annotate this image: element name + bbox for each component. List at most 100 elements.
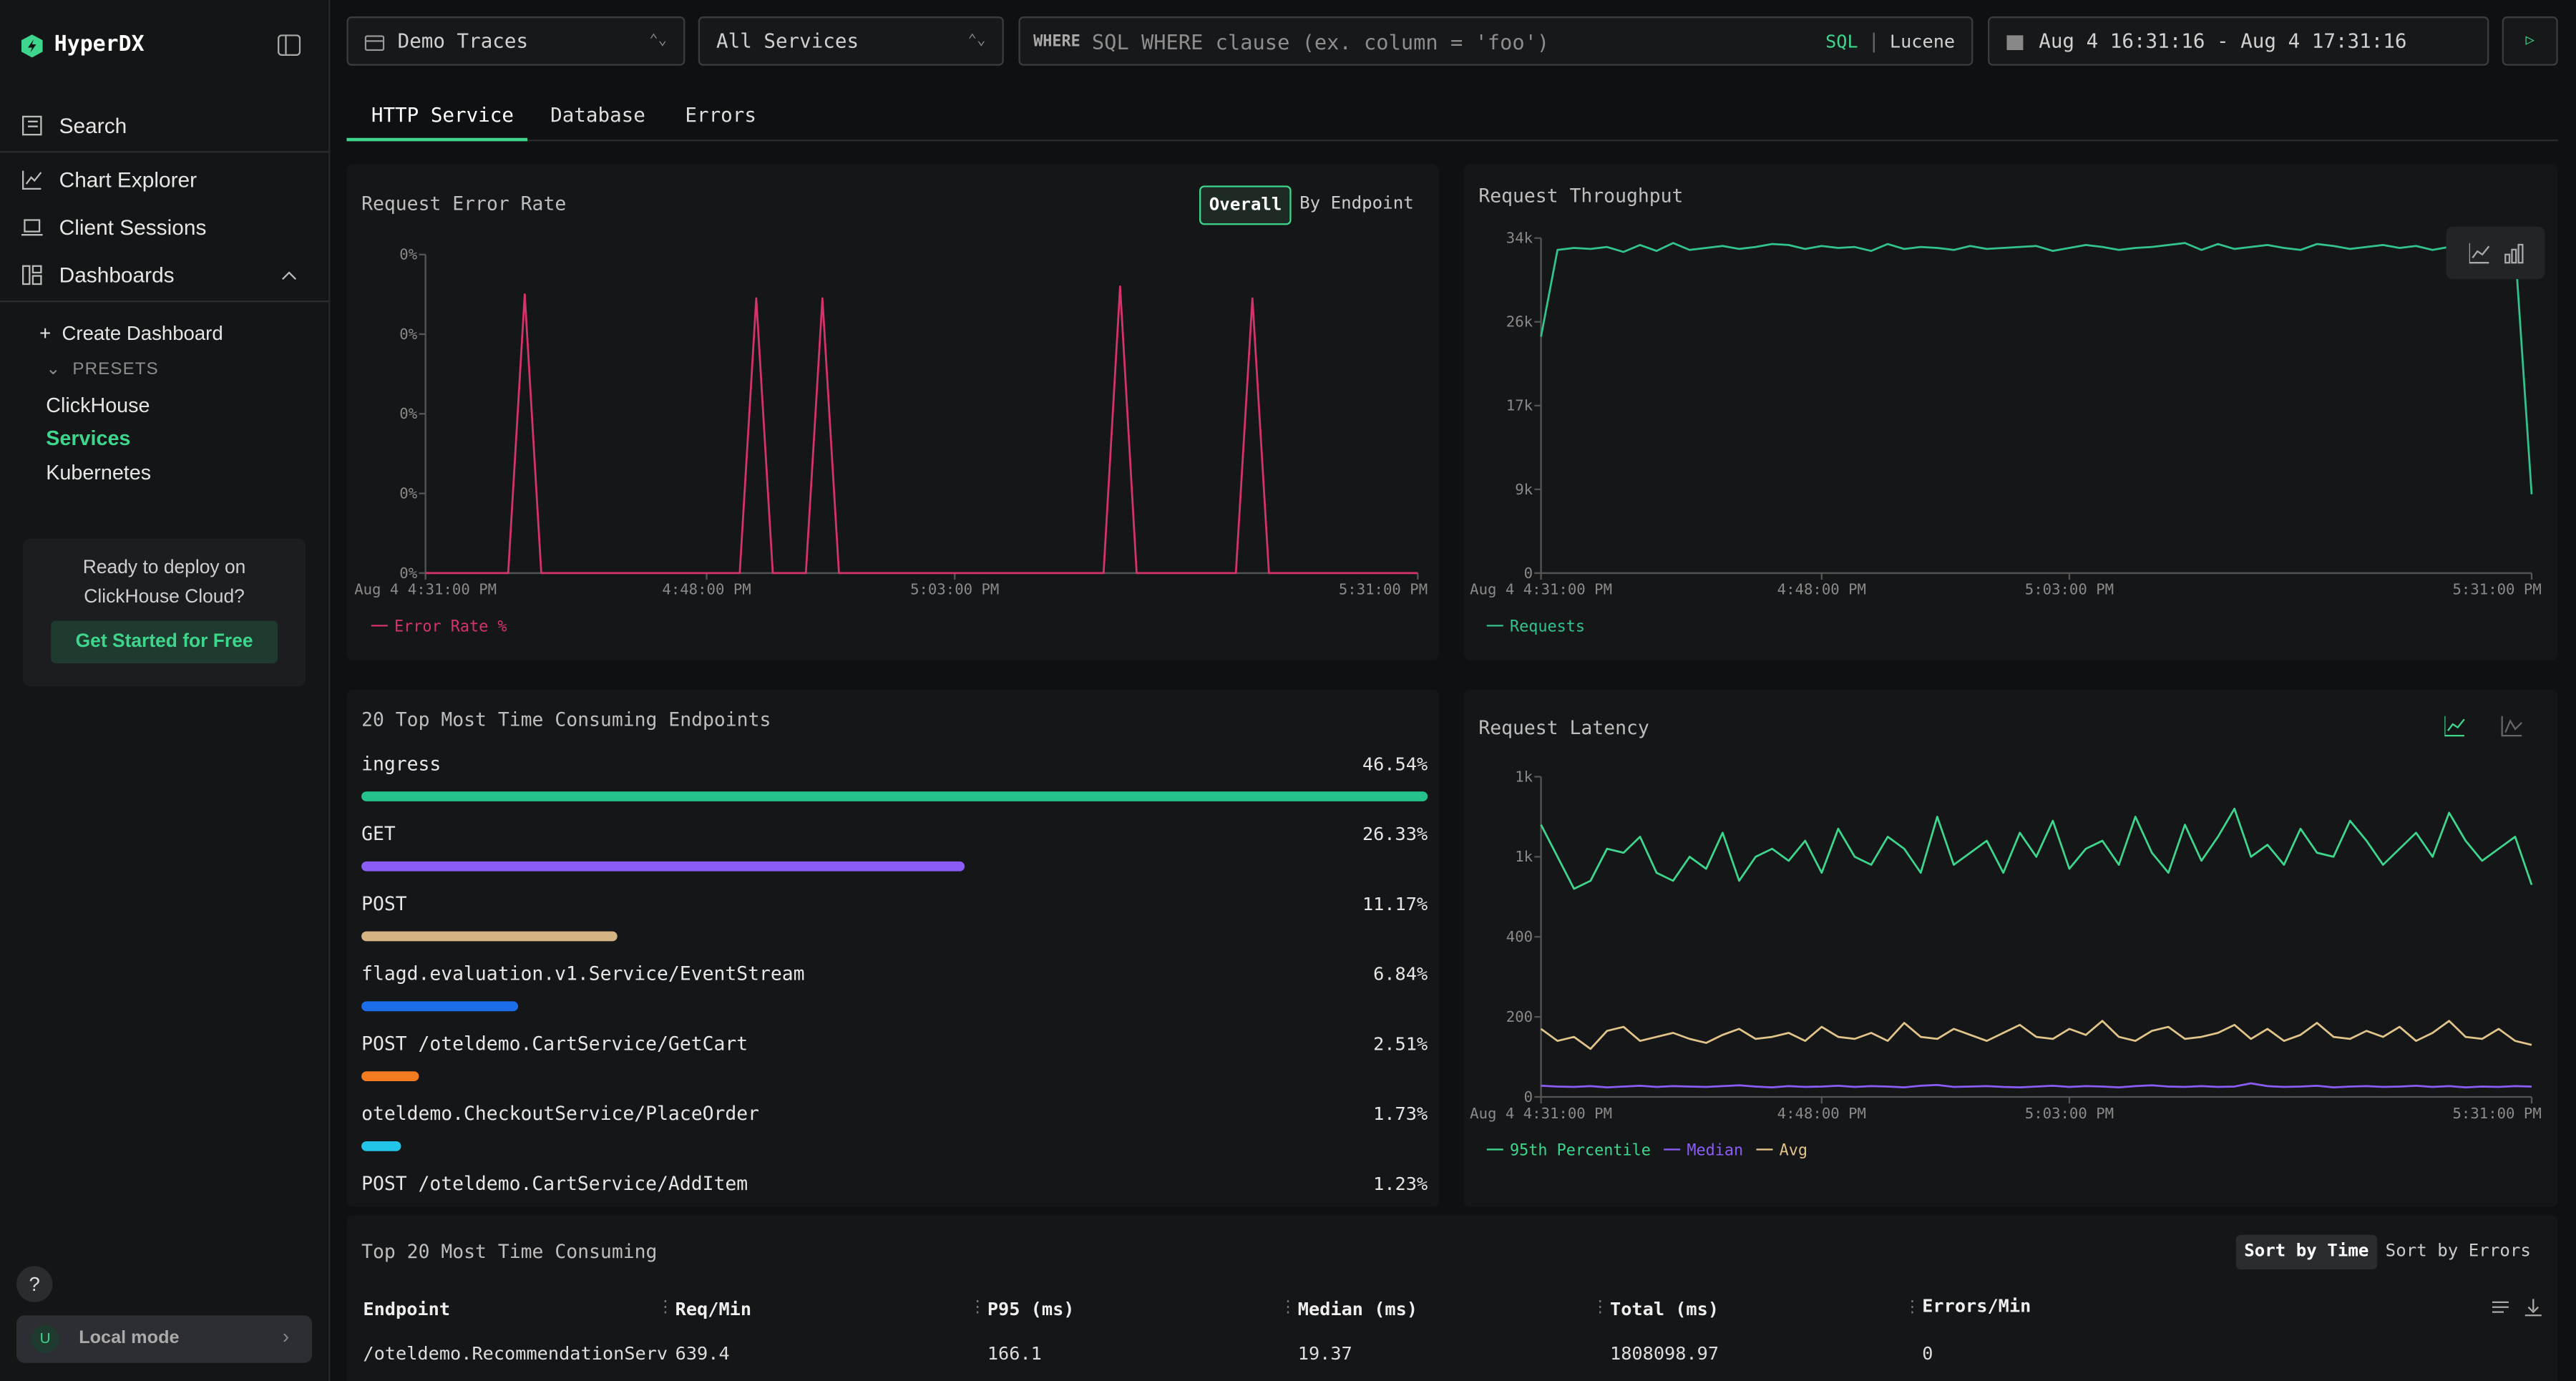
value-label: 6.84%: [1373, 964, 1428, 985]
error-rate-chart: 0%0%0%0%0%Aug 4 4:31:00 PM4:48:00 PM5:03…: [346, 164, 1439, 660]
value-label: 26.33%: [1362, 824, 1428, 844]
bar: [361, 1071, 419, 1081]
where-label: WHERE: [1033, 32, 1080, 50]
chart-type-toggle[interactable]: [2446, 227, 2545, 279]
preset-link[interactable]: ClickHouse: [46, 394, 150, 417]
sidebar: HyperDX Search Chart Explorer Client Ses…: [0, 0, 330, 1381]
cell: /oteldemo.RecommendationServ: [363, 1343, 668, 1365]
icon: [21, 169, 43, 190]
column-header[interactable]: Errors/Min: [1922, 1296, 2031, 1317]
table-title: Top 20 Most Time Consuming: [361, 1240, 657, 1263]
mode-bar[interactable]: U Local mode ›: [16, 1315, 312, 1363]
latency-chart: 02004001k1kAug 4 4:31:00 PM4:48:00 PM5:0…: [1464, 690, 2558, 1207]
series-line: [1541, 243, 2532, 494]
avatar: U: [31, 1325, 59, 1353]
x-tick-label: 5:31:00 PM: [2452, 581, 2541, 598]
tab-indicator: [346, 138, 527, 142]
y-tick-label: 400: [1506, 928, 1533, 945]
sort-errors[interactable]: Sort by Errors: [2386, 1241, 2531, 1262]
x-tick-label: Aug 4 4:31:00 PM: [1470, 1105, 1612, 1122]
cell: 166.1: [987, 1343, 1042, 1365]
nav-dashboards[interactable]: Dashboards: [21, 263, 175, 287]
panel: Request Error Rate Overall By Endpoint 0…: [346, 164, 1439, 660]
time-range: Aug 4 16:31:16 - Aug 4 17:31:16: [2039, 29, 2406, 52]
y-tick-label: 0%: [399, 246, 417, 263]
lang-lucene[interactable]: Lucene: [1890, 30, 1955, 52]
value-label: 1.73%: [1373, 1103, 1428, 1124]
y-tick-label: 17k: [1506, 397, 1533, 414]
logo-icon: [21, 34, 43, 57]
column-header[interactable]: Total (ms): [1610, 1299, 1719, 1320]
resize-handle[interactable]: ⋮: [970, 1299, 986, 1317]
resize-handle[interactable]: ⋮: [1280, 1299, 1297, 1317]
nav-search[interactable]: Search: [21, 113, 127, 137]
x-tick-label: 5:31:00 PM: [2452, 1105, 2541, 1122]
series-line: [1541, 809, 2532, 889]
promo-button[interactable]: Get Started for Free: [51, 620, 278, 663]
promo-card: Ready to deploy on ClickHouse Cloud? Get…: [23, 539, 306, 687]
where-input[interactable]: WHERESQL WHERE clause (ex. column = 'foo…: [1018, 16, 1973, 66]
collapse-button[interactable]: [278, 34, 301, 56]
panel: 20 Top Most Time Consuming Endpoints ing…: [346, 690, 1439, 1207]
legend-label: Median: [1687, 1141, 1743, 1159]
nav-label: Client Sessions: [59, 215, 207, 240]
column-header[interactable]: Median (ms): [1298, 1299, 1418, 1320]
x-tick-label: 4:48:00 PM: [1777, 1105, 1866, 1122]
lang-divider: |: [1868, 29, 1880, 52]
y-tick-label: 0%: [399, 405, 417, 422]
service-select[interactable]: All Services⌃⌄: [698, 16, 1004, 66]
y-tick-label: 0: [1524, 1088, 1533, 1106]
run-button[interactable]: ▷: [2502, 16, 2558, 66]
chevron: ›: [283, 1325, 289, 1348]
table-actions[interactable]: [2492, 1299, 2545, 1317]
sort-time[interactable]: Sort by Time: [2236, 1235, 2377, 1269]
tab[interactable]: Errors: [685, 104, 756, 127]
column-header[interactable]: P95 (ms): [987, 1299, 1075, 1320]
presets-label: ⌄ PRESETS: [46, 360, 159, 380]
y-tick-label: 1k: [1515, 848, 1533, 865]
column-header[interactable]: Req/Min: [675, 1299, 751, 1320]
presets-text: PRESETS: [72, 360, 159, 380]
tab-line: [346, 140, 2557, 141]
resize-handle[interactable]: ⋮: [1904, 1299, 1921, 1317]
chevron[interactable]: [281, 269, 298, 280]
x-tick-label: Aug 4 4:31:00 PM: [354, 581, 497, 598]
mode-label: Local mode: [79, 1329, 179, 1349]
x-tick-label: 5:03:00 PM: [2025, 581, 2114, 598]
create-dashboard[interactable]: + Create Dashboard: [39, 322, 223, 345]
legend-label: 95th Percentile: [1510, 1141, 1651, 1159]
bar-label: oteldemo.CheckoutService/PlaceOrder: [361, 1103, 759, 1125]
resize-handle[interactable]: ⋮: [657, 1299, 673, 1317]
icon: [365, 32, 385, 50]
source-select[interactable]: Demo Traces⌃⌄: [346, 16, 685, 66]
legend-label: Error Rate %: [394, 618, 507, 635]
time-picker[interactable]: Aug 4 16:31:16 - Aug 4 17:31:16: [1988, 16, 2489, 66]
nav-chart-explorer[interactable]: Chart Explorer: [21, 167, 197, 192]
icon: [21, 217, 43, 238]
bar-label: POST: [361, 894, 407, 915]
x-tick-label: 4:48:00 PM: [1777, 581, 1866, 598]
preset-link[interactable]: Kubernetes: [46, 462, 151, 484]
series-line: [1541, 1083, 2532, 1088]
legend-label: Requests: [1510, 618, 1585, 635]
x-tick-label: 5:03:00 PM: [2025, 1105, 2114, 1122]
y-tick-label: 34k: [1506, 230, 1533, 247]
panel: Request Latency 02004001k1kAug 4 4:31:00…: [1464, 690, 2558, 1207]
create-label: Create Dashboard: [62, 322, 223, 345]
tab[interactable]: Database: [550, 104, 645, 127]
cell: 1808098.97: [1610, 1343, 1719, 1365]
legend-label: Avg: [1780, 1141, 1807, 1159]
nav-client-sessions[interactable]: Client Sessions: [21, 215, 207, 240]
x-tick-label: Aug 4 4:31:00 PM: [1470, 581, 1612, 598]
help-button[interactable]: ?: [16, 1266, 53, 1302]
preset-link[interactable]: Services: [46, 427, 130, 450]
select-arrow: ⌃⌄: [968, 33, 986, 49]
column-header[interactable]: Endpoint: [363, 1299, 450, 1320]
x-tick-label: 5:31:00 PM: [1339, 581, 1428, 598]
lang-sql[interactable]: SQL: [1825, 30, 1858, 52]
y-tick-label: 0%: [399, 326, 417, 343]
resize-handle[interactable]: ⋮: [1592, 1299, 1609, 1317]
tab[interactable]: HTTP Service: [371, 104, 514, 127]
bar-label: GET: [361, 824, 396, 845]
